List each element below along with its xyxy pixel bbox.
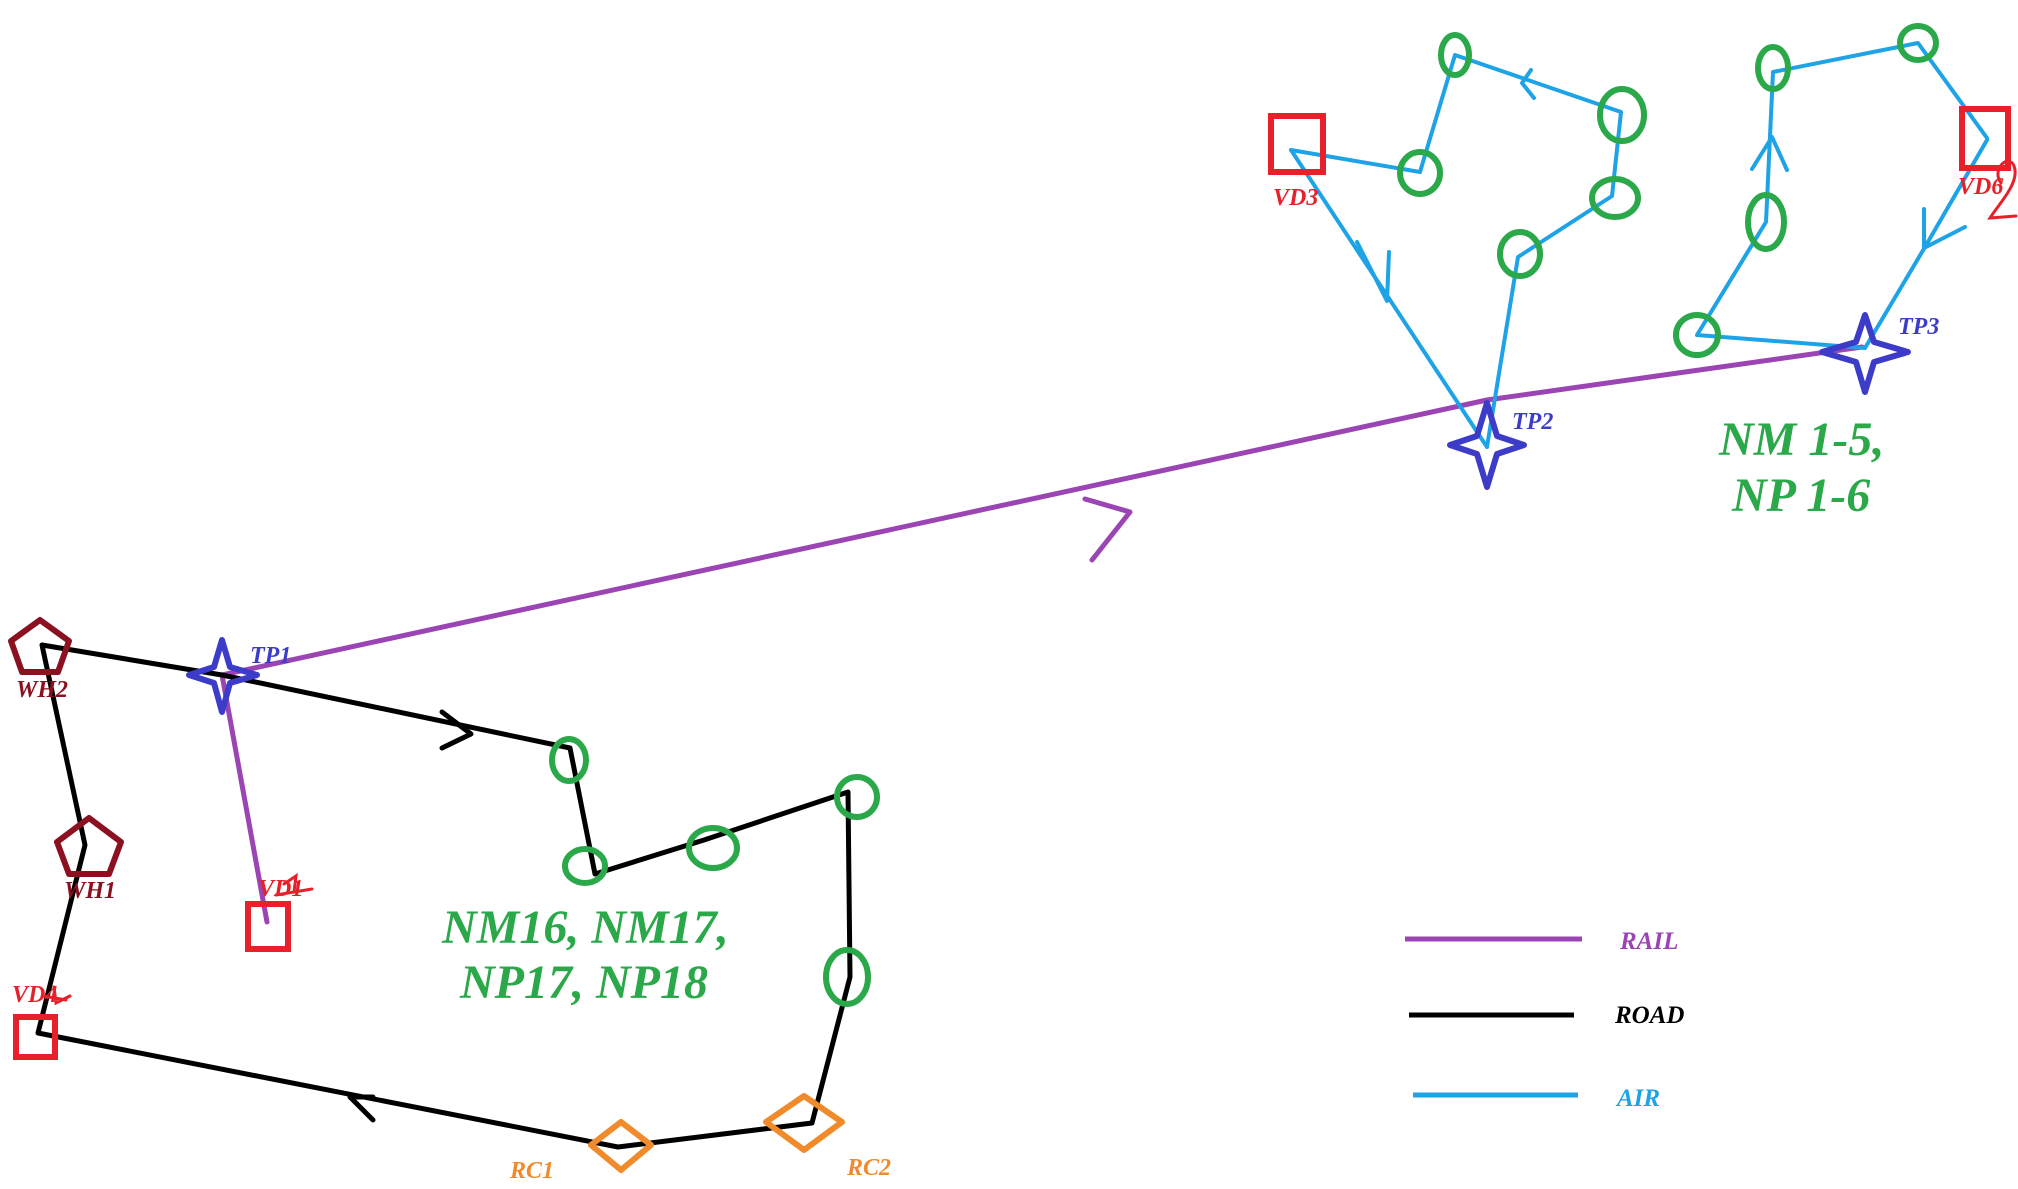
label-rc2: RC2 [846, 1155, 891, 1181]
legend-rail-label: RAIL [1619, 928, 1678, 955]
four-point-star-icon [1447, 400, 1527, 490]
label-rc1: RC1 [509, 1158, 554, 1184]
rail-arrow [1082, 496, 1133, 563]
label-wh2: WH2 [16, 677, 68, 703]
four-point-star-icon [1819, 312, 1911, 395]
circle-icon [1497, 229, 1543, 279]
legend: RAIL ROAD AIR [1405, 928, 1684, 1112]
region-labels: NM16, NM17, NP17, NP18 NM 1-5, NP 1-6 [441, 413, 1884, 1009]
label-vd3: VD3 [1273, 185, 1318, 211]
scribble-vd1 [274, 872, 314, 897]
transfer-points [186, 312, 1911, 715]
pentagon-icon [8, 617, 72, 675]
annotation-scribbles [42, 159, 2018, 1006]
road-line-loop [35, 642, 853, 1150]
region-south-line2: NP17, NP18 [459, 956, 708, 1009]
label-wh1: WH1 [64, 878, 116, 904]
circle-icon [549, 736, 589, 784]
diamond-icon [763, 1093, 845, 1153]
rail-line-tp1-vd1 [219, 672, 270, 925]
air-arrow-left-1 [1520, 68, 1536, 100]
warehouses [8, 617, 124, 877]
node-circles [549, 23, 1939, 1007]
pentagon-icon [54, 815, 124, 877]
square-icon [245, 901, 291, 952]
circle-icon [834, 774, 880, 820]
scribble-vd6 [1987, 159, 2018, 220]
circle-icon [1589, 176, 1641, 220]
road-routes [35, 642, 853, 1150]
air-arrow-right-1 [1750, 135, 1789, 172]
vendor-depots [13, 106, 2011, 1060]
circle-icon [686, 825, 740, 871]
circle-icon [1745, 192, 1787, 252]
circle-icon [1597, 86, 1647, 144]
road-arrow-west [347, 1094, 376, 1123]
circle-icon [1755, 44, 1791, 92]
label-vd6: VD6 [1958, 174, 2003, 200]
region-north-line1: NM 1-5, [1718, 413, 1884, 466]
label-vd4: VD4 [12, 982, 57, 1008]
rail-routes [219, 344, 1865, 925]
circle-icon [1673, 312, 1721, 358]
scribble-vd4 [42, 985, 72, 1006]
label-tp3: TP3 [1898, 314, 1939, 340]
circle-icon [823, 947, 871, 1007]
diamond-icon [588, 1119, 654, 1173]
circle-icon [562, 846, 608, 886]
label-tp1: TP1 [250, 643, 291, 669]
road-arrow-east [439, 709, 474, 751]
region-south-line1: NM16, NM17, [441, 901, 729, 954]
circle-icon [1438, 32, 1472, 78]
air-line-right-loop [1695, 41, 1989, 350]
square-icon [13, 1014, 58, 1060]
circle-icon [1397, 149, 1443, 197]
legend-road-label: ROAD [1614, 1002, 1684, 1029]
air-arrow-right-2 [1922, 207, 1967, 250]
relief-centers [588, 1093, 845, 1173]
region-north-line2: NP 1-6 [1731, 469, 1870, 522]
node-labels: WH2 WH1 TP1 TP2 TP3 VD1 VD3 VD4 VD6 RC1 … [12, 174, 2003, 1184]
rail-line-tp1-tp3 [219, 344, 1865, 678]
four-point-star-icon [186, 637, 260, 715]
square-icon [1959, 106, 2011, 171]
air-arrow-left-2 [1355, 240, 1391, 303]
label-tp2: TP2 [1512, 409, 1553, 435]
square-icon [1268, 113, 1326, 175]
label-vd1: VD1 [258, 876, 303, 902]
circle-icon [1897, 23, 1939, 63]
legend-air-label: AIR [1615, 1085, 1660, 1112]
